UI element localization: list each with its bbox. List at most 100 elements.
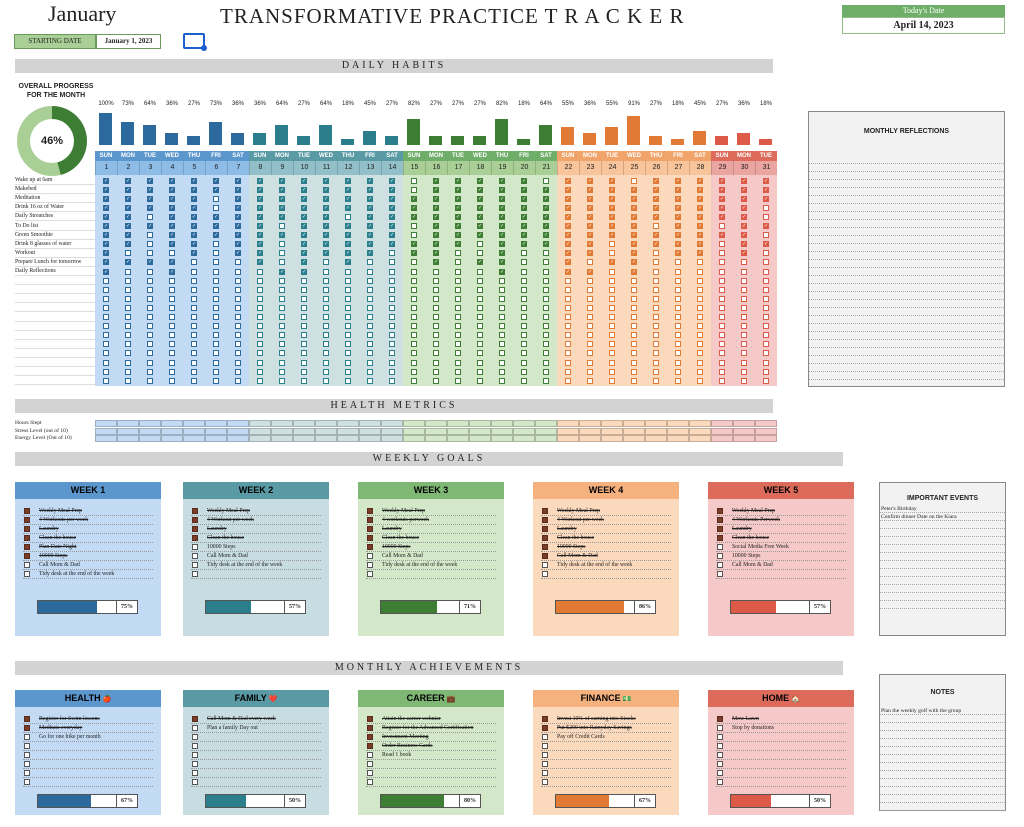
habit-checkbox[interactable] bbox=[125, 295, 131, 302]
selection-box[interactable] bbox=[183, 33, 205, 49]
habit-checkbox[interactable] bbox=[411, 314, 417, 320]
habit-checkbox[interactable]: ✓ bbox=[433, 259, 439, 266]
habit-checkbox[interactable] bbox=[103, 341, 109, 348]
habit-checkbox[interactable] bbox=[389, 286, 395, 293]
habit-checkbox[interactable]: ✓ bbox=[147, 186, 153, 193]
habit-checkbox[interactable] bbox=[653, 304, 659, 311]
habit-checkbox[interactable] bbox=[125, 323, 131, 330]
habit-checkbox[interactable]: ✓ bbox=[697, 177, 703, 184]
notes-list[interactable]: Plan the weekly golf with the group bbox=[880, 707, 1005, 811]
habit-checkbox[interactable]: ✓ bbox=[763, 177, 769, 184]
habit-checkbox[interactable]: ✓ bbox=[631, 204, 637, 211]
habit-checkbox[interactable] bbox=[477, 304, 483, 311]
metric-cell[interactable] bbox=[755, 435, 777, 442]
note-line[interactable] bbox=[880, 723, 1005, 731]
habit-checkbox[interactable] bbox=[103, 377, 109, 384]
habit-checkbox[interactable] bbox=[565, 277, 571, 284]
habit-checkbox[interactable]: ✓ bbox=[345, 259, 351, 266]
habit-checkbox[interactable] bbox=[741, 332, 747, 339]
goal-checkbox[interactable] bbox=[24, 752, 30, 758]
habit-checkbox[interactable]: ✓ bbox=[609, 223, 615, 229]
habit-checkbox[interactable] bbox=[477, 323, 483, 330]
habit-checkbox[interactable] bbox=[367, 350, 373, 357]
habit-checkbox[interactable] bbox=[257, 295, 263, 302]
habit-checkbox[interactable] bbox=[125, 304, 131, 311]
goal-item[interactable]: Laundry bbox=[23, 525, 153, 534]
habit-checkbox[interactable]: ✓ bbox=[235, 223, 241, 229]
metric-cell[interactable] bbox=[249, 435, 271, 442]
reflection-line[interactable] bbox=[809, 220, 1004, 228]
metric-cell[interactable] bbox=[161, 420, 183, 427]
habit-checkbox[interactable]: ✓ bbox=[499, 186, 505, 193]
goal-checkbox[interactable] bbox=[717, 734, 723, 740]
goal-item[interactable] bbox=[191, 742, 321, 751]
habit-checkbox[interactable] bbox=[411, 232, 417, 239]
habit-checkbox[interactable]: ✓ bbox=[125, 259, 131, 266]
habit-checkbox[interactable] bbox=[191, 268, 197, 275]
habit-checkbox[interactable]: ✓ bbox=[125, 195, 131, 202]
habit-checkbox[interactable] bbox=[389, 250, 395, 257]
goal-item[interactable]: Laundry bbox=[191, 525, 321, 534]
habit-checkbox[interactable]: ✓ bbox=[367, 186, 373, 193]
goal-checkbox[interactable] bbox=[717, 571, 723, 577]
metric-cell[interactable] bbox=[491, 420, 513, 427]
habit-checkbox[interactable] bbox=[257, 323, 263, 330]
habit-checkbox[interactable]: ✓ bbox=[389, 213, 395, 220]
habit-checkbox[interactable] bbox=[697, 295, 703, 302]
habit-checkbox[interactable] bbox=[587, 286, 593, 293]
habit-checkbox[interactable]: ✓ bbox=[653, 204, 659, 211]
metric-cell[interactable] bbox=[425, 427, 447, 435]
habit-checkbox[interactable] bbox=[213, 250, 219, 257]
habit-checkbox[interactable] bbox=[103, 277, 109, 284]
goal-item[interactable]: Tidy desk at the end of the week bbox=[541, 561, 671, 570]
habit-checkbox[interactable]: ✓ bbox=[389, 195, 395, 202]
habit-checkbox[interactable]: ✓ bbox=[675, 213, 681, 220]
metric-cell[interactable] bbox=[95, 435, 117, 442]
goal-item[interactable] bbox=[541, 760, 671, 769]
habit-checkbox[interactable] bbox=[763, 368, 769, 375]
habit-checkbox[interactable]: ✓ bbox=[719, 186, 725, 193]
habit-checkbox[interactable] bbox=[763, 295, 769, 302]
note-line[interactable] bbox=[880, 747, 1005, 755]
habit-checkbox[interactable] bbox=[763, 268, 769, 275]
habit-checkbox[interactable] bbox=[389, 268, 395, 275]
habit-checkbox[interactable]: ✓ bbox=[257, 195, 263, 202]
habit-checkbox[interactable]: ✓ bbox=[499, 241, 505, 248]
metric-cell[interactable] bbox=[689, 420, 711, 427]
habit-checkbox[interactable] bbox=[499, 295, 505, 302]
habit-checkbox[interactable] bbox=[213, 314, 219, 320]
habit-checkbox[interactable]: ✓ bbox=[587, 177, 593, 184]
metric-cell[interactable] bbox=[95, 420, 117, 427]
habit-checkbox[interactable] bbox=[169, 250, 175, 257]
habit-checkbox[interactable] bbox=[235, 377, 241, 384]
habit-checkbox[interactable] bbox=[763, 259, 769, 266]
goal-checkbox[interactable] bbox=[367, 553, 373, 559]
habit-checkbox[interactable]: ✓ bbox=[477, 204, 483, 211]
habit-checkbox[interactable] bbox=[609, 277, 615, 284]
habit-checkbox[interactable] bbox=[543, 359, 549, 366]
event-line[interactable] bbox=[880, 593, 1005, 601]
note-line[interactable] bbox=[880, 715, 1005, 723]
goal-checkbox[interactable] bbox=[717, 535, 723, 541]
goal-item[interactable] bbox=[191, 751, 321, 760]
metric-cell[interactable] bbox=[139, 427, 161, 435]
habit-checkbox[interactable] bbox=[433, 377, 439, 384]
habit-checkbox[interactable] bbox=[521, 368, 527, 375]
habit-checkbox[interactable] bbox=[301, 377, 307, 384]
habit-checkbox[interactable] bbox=[543, 341, 549, 348]
goal-item[interactable]: Tidy desk at the end of the week bbox=[23, 570, 153, 579]
habit-checkbox[interactable] bbox=[411, 223, 417, 229]
habit-checkbox[interactable] bbox=[499, 314, 505, 320]
habit-checkbox[interactable] bbox=[323, 314, 329, 320]
habit-checkbox[interactable] bbox=[477, 286, 483, 293]
goal-checkbox[interactable] bbox=[24, 725, 30, 731]
habit-checkbox[interactable] bbox=[125, 350, 131, 357]
habit-checkbox[interactable] bbox=[191, 332, 197, 339]
habit-checkbox[interactable] bbox=[169, 323, 175, 330]
habit-checkbox[interactable] bbox=[521, 332, 527, 339]
habit-checkbox[interactable] bbox=[125, 332, 131, 339]
habit-checkbox[interactable]: ✓ bbox=[103, 213, 109, 220]
reflection-line[interactable] bbox=[809, 268, 1004, 276]
habit-checkbox[interactable] bbox=[433, 368, 439, 375]
goal-checkbox[interactable] bbox=[367, 743, 373, 749]
